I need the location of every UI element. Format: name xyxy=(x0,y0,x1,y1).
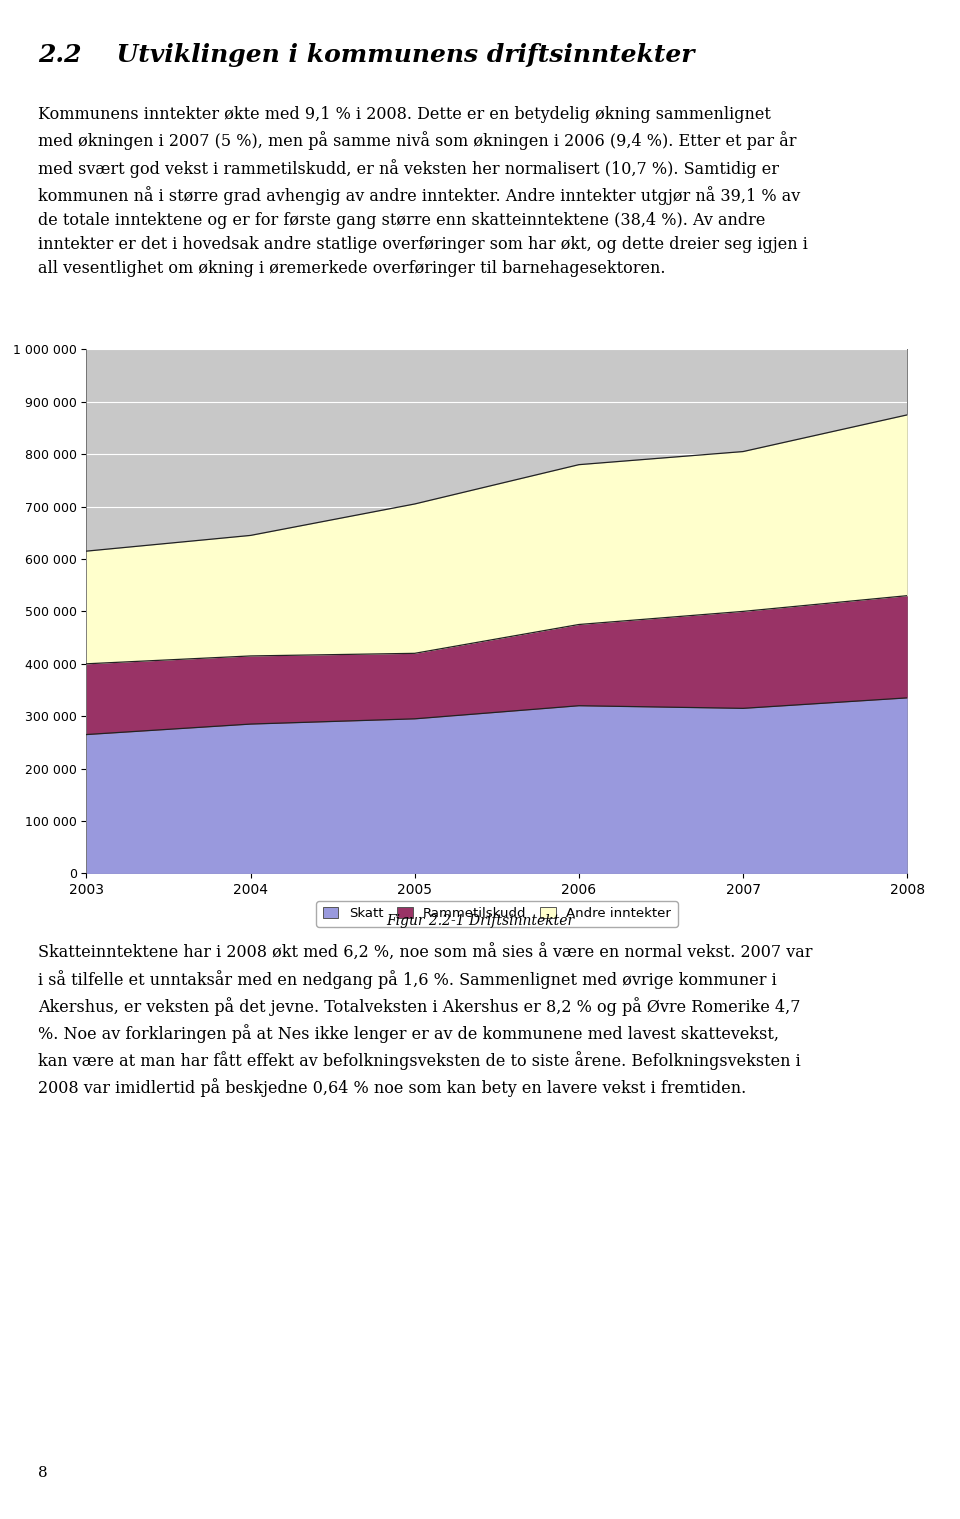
Text: 2.2    Utviklingen i kommunens driftsinntekter: 2.2 Utviklingen i kommunens driftsinntek… xyxy=(38,43,695,67)
Text: Figur 2.2-1 Driftsinntekter: Figur 2.2-1 Driftsinntekter xyxy=(386,914,574,928)
Text: Skatteinntektene har i 2008 økt med 6,2 %, noe som må sies å være en normal veks: Skatteinntektene har i 2008 økt med 6,2 … xyxy=(38,945,813,1097)
Text: 8: 8 xyxy=(38,1466,48,1480)
Legend: Skatt, Rammetilskudd, Andre inntekter: Skatt, Rammetilskudd, Andre inntekter xyxy=(316,901,678,927)
Text: Kommunens inntekter økte med 9,1 % i 2008. Dette er en betydelig økning sammenli: Kommunens inntekter økte med 9,1 % i 200… xyxy=(38,106,808,276)
